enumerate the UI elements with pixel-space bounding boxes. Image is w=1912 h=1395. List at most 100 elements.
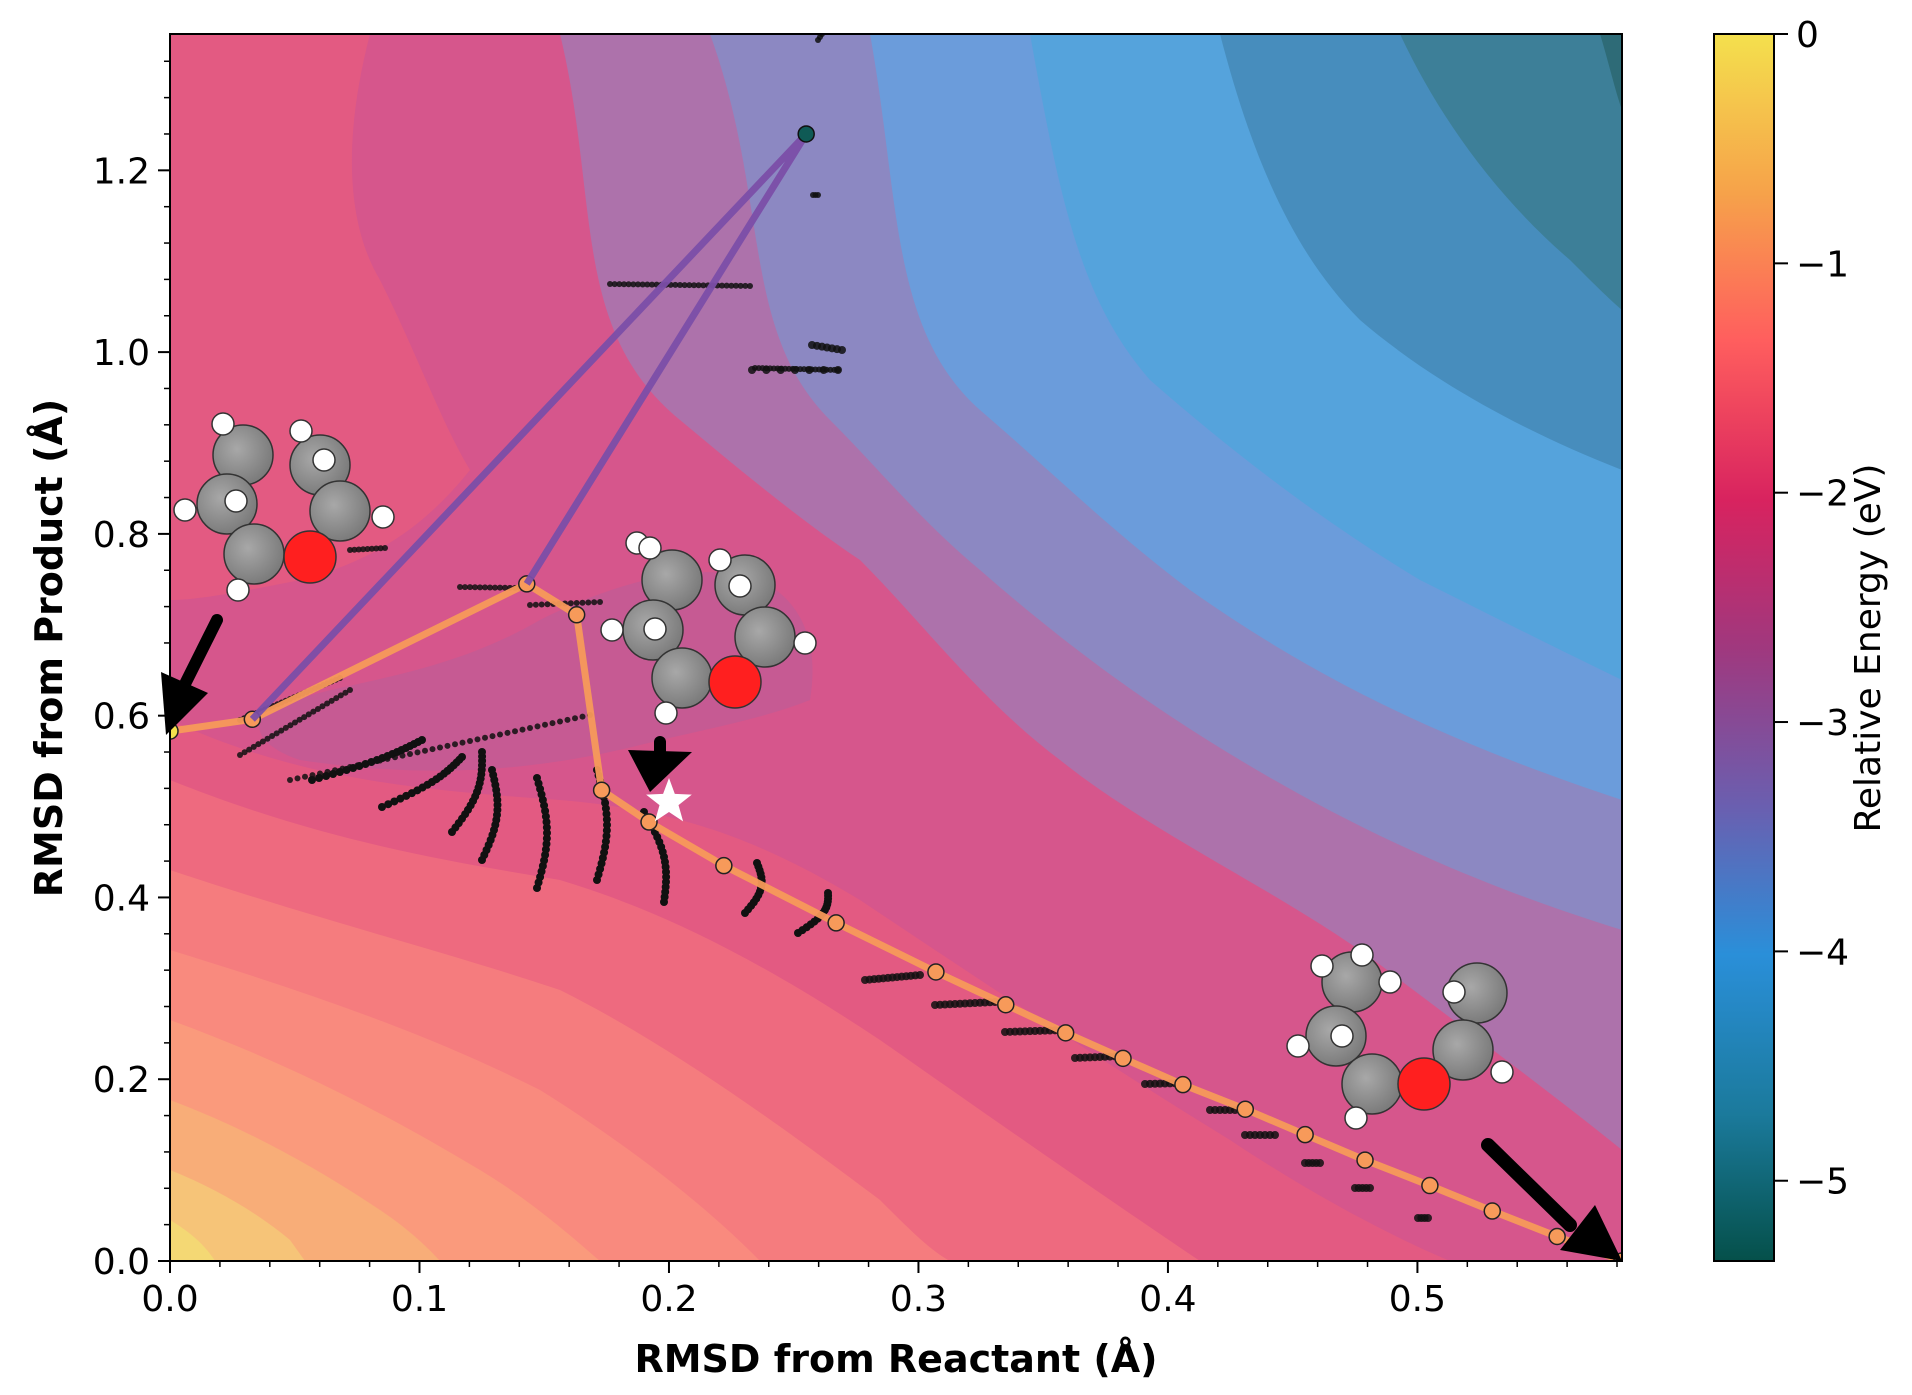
trajectory-dot (737, 282, 744, 289)
trajectory-dot (474, 736, 481, 743)
trajectory-dot (310, 708, 317, 715)
trajectory-dot (296, 716, 303, 723)
trajectory-dot (478, 748, 486, 756)
trajectory-dot (497, 731, 503, 738)
trajectory-dot (414, 749, 421, 756)
trajectory-dot (573, 600, 580, 606)
trajectory-dot (301, 714, 308, 721)
trajectory-dot (384, 800, 393, 809)
trajectory-dot (472, 584, 478, 591)
trajectory-dot (527, 725, 533, 731)
saddle-star (646, 778, 692, 822)
trajectory-dot (246, 746, 253, 753)
trajectory-dot (315, 774, 324, 782)
trajectory-dot (477, 584, 483, 591)
trajectory-dot (488, 766, 496, 774)
trajectory-dot (444, 742, 451, 749)
x-axis: 0.0 0.1 0.2 0.3 0.4 0.5 (141, 1261, 1618, 1320)
x-tick-label: 0.4 (1139, 1279, 1196, 1320)
trajectory-dot (489, 733, 496, 740)
trajectory-dot (579, 713, 586, 720)
y-axis-title: RMSD from Product (Å) (27, 399, 71, 897)
trajectory-dot (437, 744, 443, 751)
y-tick-label: 0.2 (93, 1060, 150, 1101)
trajectory-dot (834, 366, 842, 374)
trajectory-dot (1424, 1214, 1432, 1222)
arrow-to-product (1481, 1138, 1622, 1261)
trajectory-dot (368, 545, 375, 552)
trajectory-dot (259, 738, 266, 745)
trajectory-dot (621, 281, 627, 288)
trajectory-dot (630, 281, 637, 288)
trajectory-dot (373, 545, 380, 552)
y-tick-label: 1.0 (93, 333, 150, 374)
y-tick-label: 0.6 (93, 697, 150, 738)
trajectory-dot (255, 741, 262, 748)
max-point (797, 125, 815, 143)
path-node (1421, 1176, 1439, 1195)
trajectory-dot (502, 584, 508, 591)
trajectory-dot (399, 752, 406, 759)
trajectory-dot (1271, 1131, 1279, 1139)
reaction-paths (170, 125, 1622, 1261)
trajectory-dot (302, 773, 308, 780)
trajectory-dot (378, 803, 386, 811)
path-node (567, 606, 586, 624)
trajectory-dot (542, 721, 548, 728)
path-node (997, 995, 1015, 1014)
trajectory-dot (335, 768, 344, 776)
trajectory-dot (492, 584, 498, 591)
trajectory-dot (292, 719, 298, 726)
trajectory-dot (351, 546, 358, 553)
trajectory-dot (719, 282, 725, 289)
trajectory-dot (838, 346, 846, 354)
trajectory-dot (747, 283, 753, 289)
trajectory-dot (342, 689, 349, 696)
trajectory-dot (753, 859, 761, 867)
trajectory-dot (557, 718, 563, 725)
contour-band (170, 1220, 215, 1261)
trajectory-dot (264, 735, 271, 742)
trajectory-dot (497, 584, 503, 591)
trajectory-dot (527, 602, 533, 608)
trajectory-dot (672, 281, 679, 288)
trajectory-dot (644, 281, 651, 288)
trajectory-dot (567, 600, 574, 607)
colorbar-title: Relative Energy (eV) (1848, 464, 1889, 833)
y-tick-label: 0.0 (93, 1242, 150, 1283)
trajectory-dot (360, 546, 367, 553)
trajectory-dot (815, 192, 821, 198)
trajectory-dot (819, 366, 828, 374)
trajectory-dot (329, 770, 338, 778)
trajectory-dot (791, 366, 799, 374)
trajectory-dot (512, 728, 518, 735)
colorbar-tick-label: −5 (1796, 1162, 1849, 1203)
trajectory-dot (635, 281, 641, 288)
plot-frame (169, 33, 1623, 1262)
trajectory-dot (377, 545, 384, 552)
contour-band (1400, 34, 1622, 310)
trajectory-dot (422, 747, 428, 754)
trajectory-dot (287, 722, 294, 729)
x-tick-label: 0.2 (640, 1279, 697, 1320)
trajectory-dot (733, 282, 739, 289)
trajectory-dot (579, 599, 586, 606)
trajectory-dot (723, 282, 730, 289)
trajectory-dot (333, 695, 340, 702)
trajectory-dot (355, 546, 362, 553)
molecule-reactant (173, 412, 395, 602)
y-tick-label: 1.2 (93, 151, 150, 192)
trajectory-dot (1366, 1184, 1374, 1192)
trajectory-dot (824, 889, 832, 897)
trajectory-dot (591, 599, 598, 606)
trajectory-dot (607, 281, 613, 287)
trajectory-dot (686, 282, 693, 289)
x-axis-title: RMSD from Reactant (Å) (634, 1337, 1157, 1381)
trajectory-dot (572, 715, 578, 722)
trajectory-dot (695, 282, 702, 289)
trajectory-dot (533, 774, 541, 782)
trajectory-dot (294, 775, 301, 782)
trajectory-dot (487, 584, 493, 591)
path-node (1548, 1227, 1566, 1246)
trajectory-dot (728, 282, 735, 289)
